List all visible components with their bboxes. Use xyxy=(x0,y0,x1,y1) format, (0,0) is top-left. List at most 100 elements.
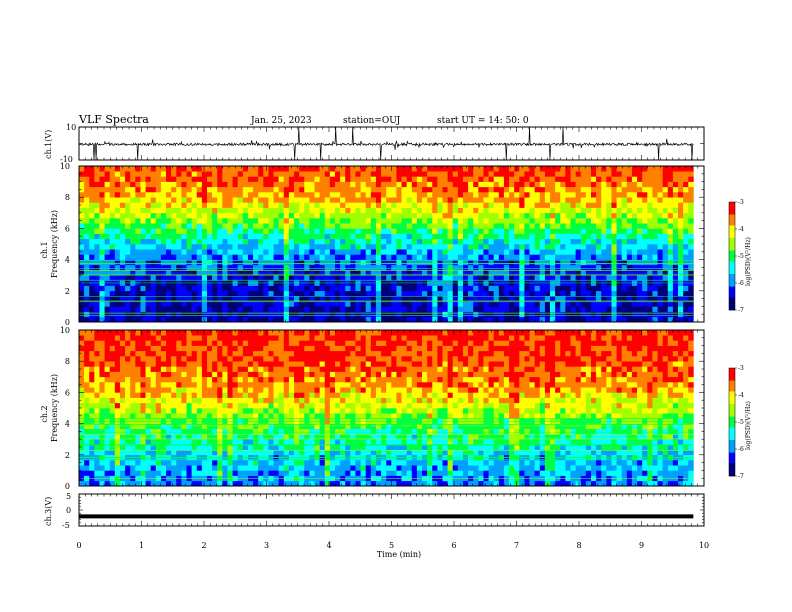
spectrogram-cell xyxy=(84,166,90,172)
spectrogram-cell xyxy=(130,228,136,234)
spectrogram-cell xyxy=(94,465,100,471)
spectrogram-cell xyxy=(309,285,315,292)
spectrogram-cell xyxy=(191,345,198,352)
spectrogram-cell xyxy=(596,202,602,208)
spectrogram-cell xyxy=(560,197,566,203)
spectrogram-cell xyxy=(114,330,121,336)
spectrogram-cell xyxy=(647,218,653,224)
spectrogram-cell xyxy=(201,171,208,177)
spectrogram-cell xyxy=(232,371,239,378)
spectrogram-cell xyxy=(130,382,136,388)
spectrogram-cell xyxy=(570,207,576,214)
spectrogram-cell xyxy=(171,197,177,203)
spectrogram-cell xyxy=(145,465,151,471)
spectrogram-cell xyxy=(447,202,454,208)
spectrogram-cell xyxy=(524,296,530,302)
spectrogram-cell xyxy=(155,197,162,203)
spectrogram-cell xyxy=(84,356,90,362)
spectrogram-cell xyxy=(176,244,182,250)
spectrogram-cell xyxy=(258,413,264,419)
spectrogram-cell xyxy=(227,460,233,466)
spectrogram-cell xyxy=(534,166,541,172)
spectrogram-cell xyxy=(130,202,136,208)
spectrogram-cell xyxy=(201,428,208,435)
spectrogram-cell xyxy=(125,181,131,188)
spectrogram-cell xyxy=(509,254,515,260)
spectrogram-cell xyxy=(125,356,131,362)
spectrogram-cell xyxy=(432,290,438,297)
spectrogram-cell xyxy=(166,228,172,234)
spectrogram-cell xyxy=(217,244,223,250)
spectrogram-cell xyxy=(130,223,136,229)
spectrogram-cell xyxy=(130,192,136,198)
spectrogram-cell xyxy=(283,371,290,378)
spectrogram-cell xyxy=(606,238,612,245)
spectrogram-cell xyxy=(155,166,162,172)
spectrogram-cell xyxy=(222,249,228,255)
spectrogram-cell xyxy=(509,166,515,172)
spectrogram-cell xyxy=(524,181,530,188)
spectrogram-cell xyxy=(176,387,182,393)
spectrogram-cell xyxy=(206,181,213,188)
spectrogram-cell xyxy=(278,340,285,346)
spectrogram-cell xyxy=(447,254,454,260)
spectrogram-cell xyxy=(273,212,279,219)
spectrogram-cell xyxy=(99,356,105,362)
spectrogram-cell xyxy=(125,418,131,424)
spectrogram-cell xyxy=(294,249,300,255)
spectrogram-cell xyxy=(596,212,602,219)
spectrogram-cell xyxy=(258,434,264,440)
spectrogram-cell xyxy=(135,350,141,357)
spectrogram-cell xyxy=(145,392,151,398)
spectrogram-cell xyxy=(130,197,136,203)
spectrogram-cell xyxy=(130,480,136,487)
spectrogram-cell xyxy=(176,233,182,240)
spectrogram-cell xyxy=(217,197,223,203)
spectrogram-cell xyxy=(232,330,239,336)
spectrogram-cell xyxy=(519,306,525,312)
spectrogram-cell xyxy=(186,218,192,224)
colorbar-cell xyxy=(729,263,735,266)
spectrogram-cell xyxy=(396,296,402,302)
spectrogram-cell xyxy=(181,470,187,476)
spectrogram-cell xyxy=(206,428,213,435)
spectrogram-cell xyxy=(288,301,295,307)
spectrogram-cell xyxy=(596,181,602,188)
spectrogram-cell xyxy=(201,264,208,271)
spectrogram-cell xyxy=(181,330,187,336)
spectrogram-cell xyxy=(560,202,566,208)
spectrogram-cell xyxy=(212,366,218,372)
spectrogram-cell xyxy=(114,470,121,476)
spectrogram-cell xyxy=(468,306,474,312)
spectrogram-cell xyxy=(232,228,239,234)
spectrogram-cell xyxy=(196,192,203,198)
spectrogram-cell xyxy=(498,306,505,312)
spectrogram-cell xyxy=(585,223,592,229)
spectrogram-cell xyxy=(642,218,648,224)
spectrogram-cell xyxy=(637,311,643,318)
spectrogram-cell xyxy=(386,290,392,297)
spectrogram-cell xyxy=(217,350,223,357)
spectrogram-cell xyxy=(662,244,669,250)
spectrogram-cell xyxy=(647,249,653,255)
spectrogram-cell xyxy=(273,397,279,404)
spectrogram-cell xyxy=(580,285,587,292)
spectrogram-cell xyxy=(555,207,561,214)
spectrogram-cell xyxy=(278,413,285,419)
ch1-ytick-bottom: -10 xyxy=(60,155,73,164)
spectrogram-cell xyxy=(212,207,218,214)
spectrogram-cell xyxy=(442,233,448,240)
spectrogram-cell xyxy=(416,306,423,312)
spectrogram-cell xyxy=(601,202,607,208)
spectrogram-cell xyxy=(125,330,131,336)
spectrogram-cell xyxy=(452,228,459,234)
spectrogram-cell xyxy=(191,264,198,271)
spectrogram-cell xyxy=(334,270,341,276)
spectrogram-cell xyxy=(237,166,244,172)
spectrogram-cell xyxy=(114,207,121,214)
spectrogram-cell xyxy=(596,290,602,297)
spectrogram-cell xyxy=(206,449,213,456)
colorbar-cell xyxy=(729,227,735,230)
spectrogram-cell xyxy=(109,228,116,234)
spectrogram-cell xyxy=(416,166,423,172)
